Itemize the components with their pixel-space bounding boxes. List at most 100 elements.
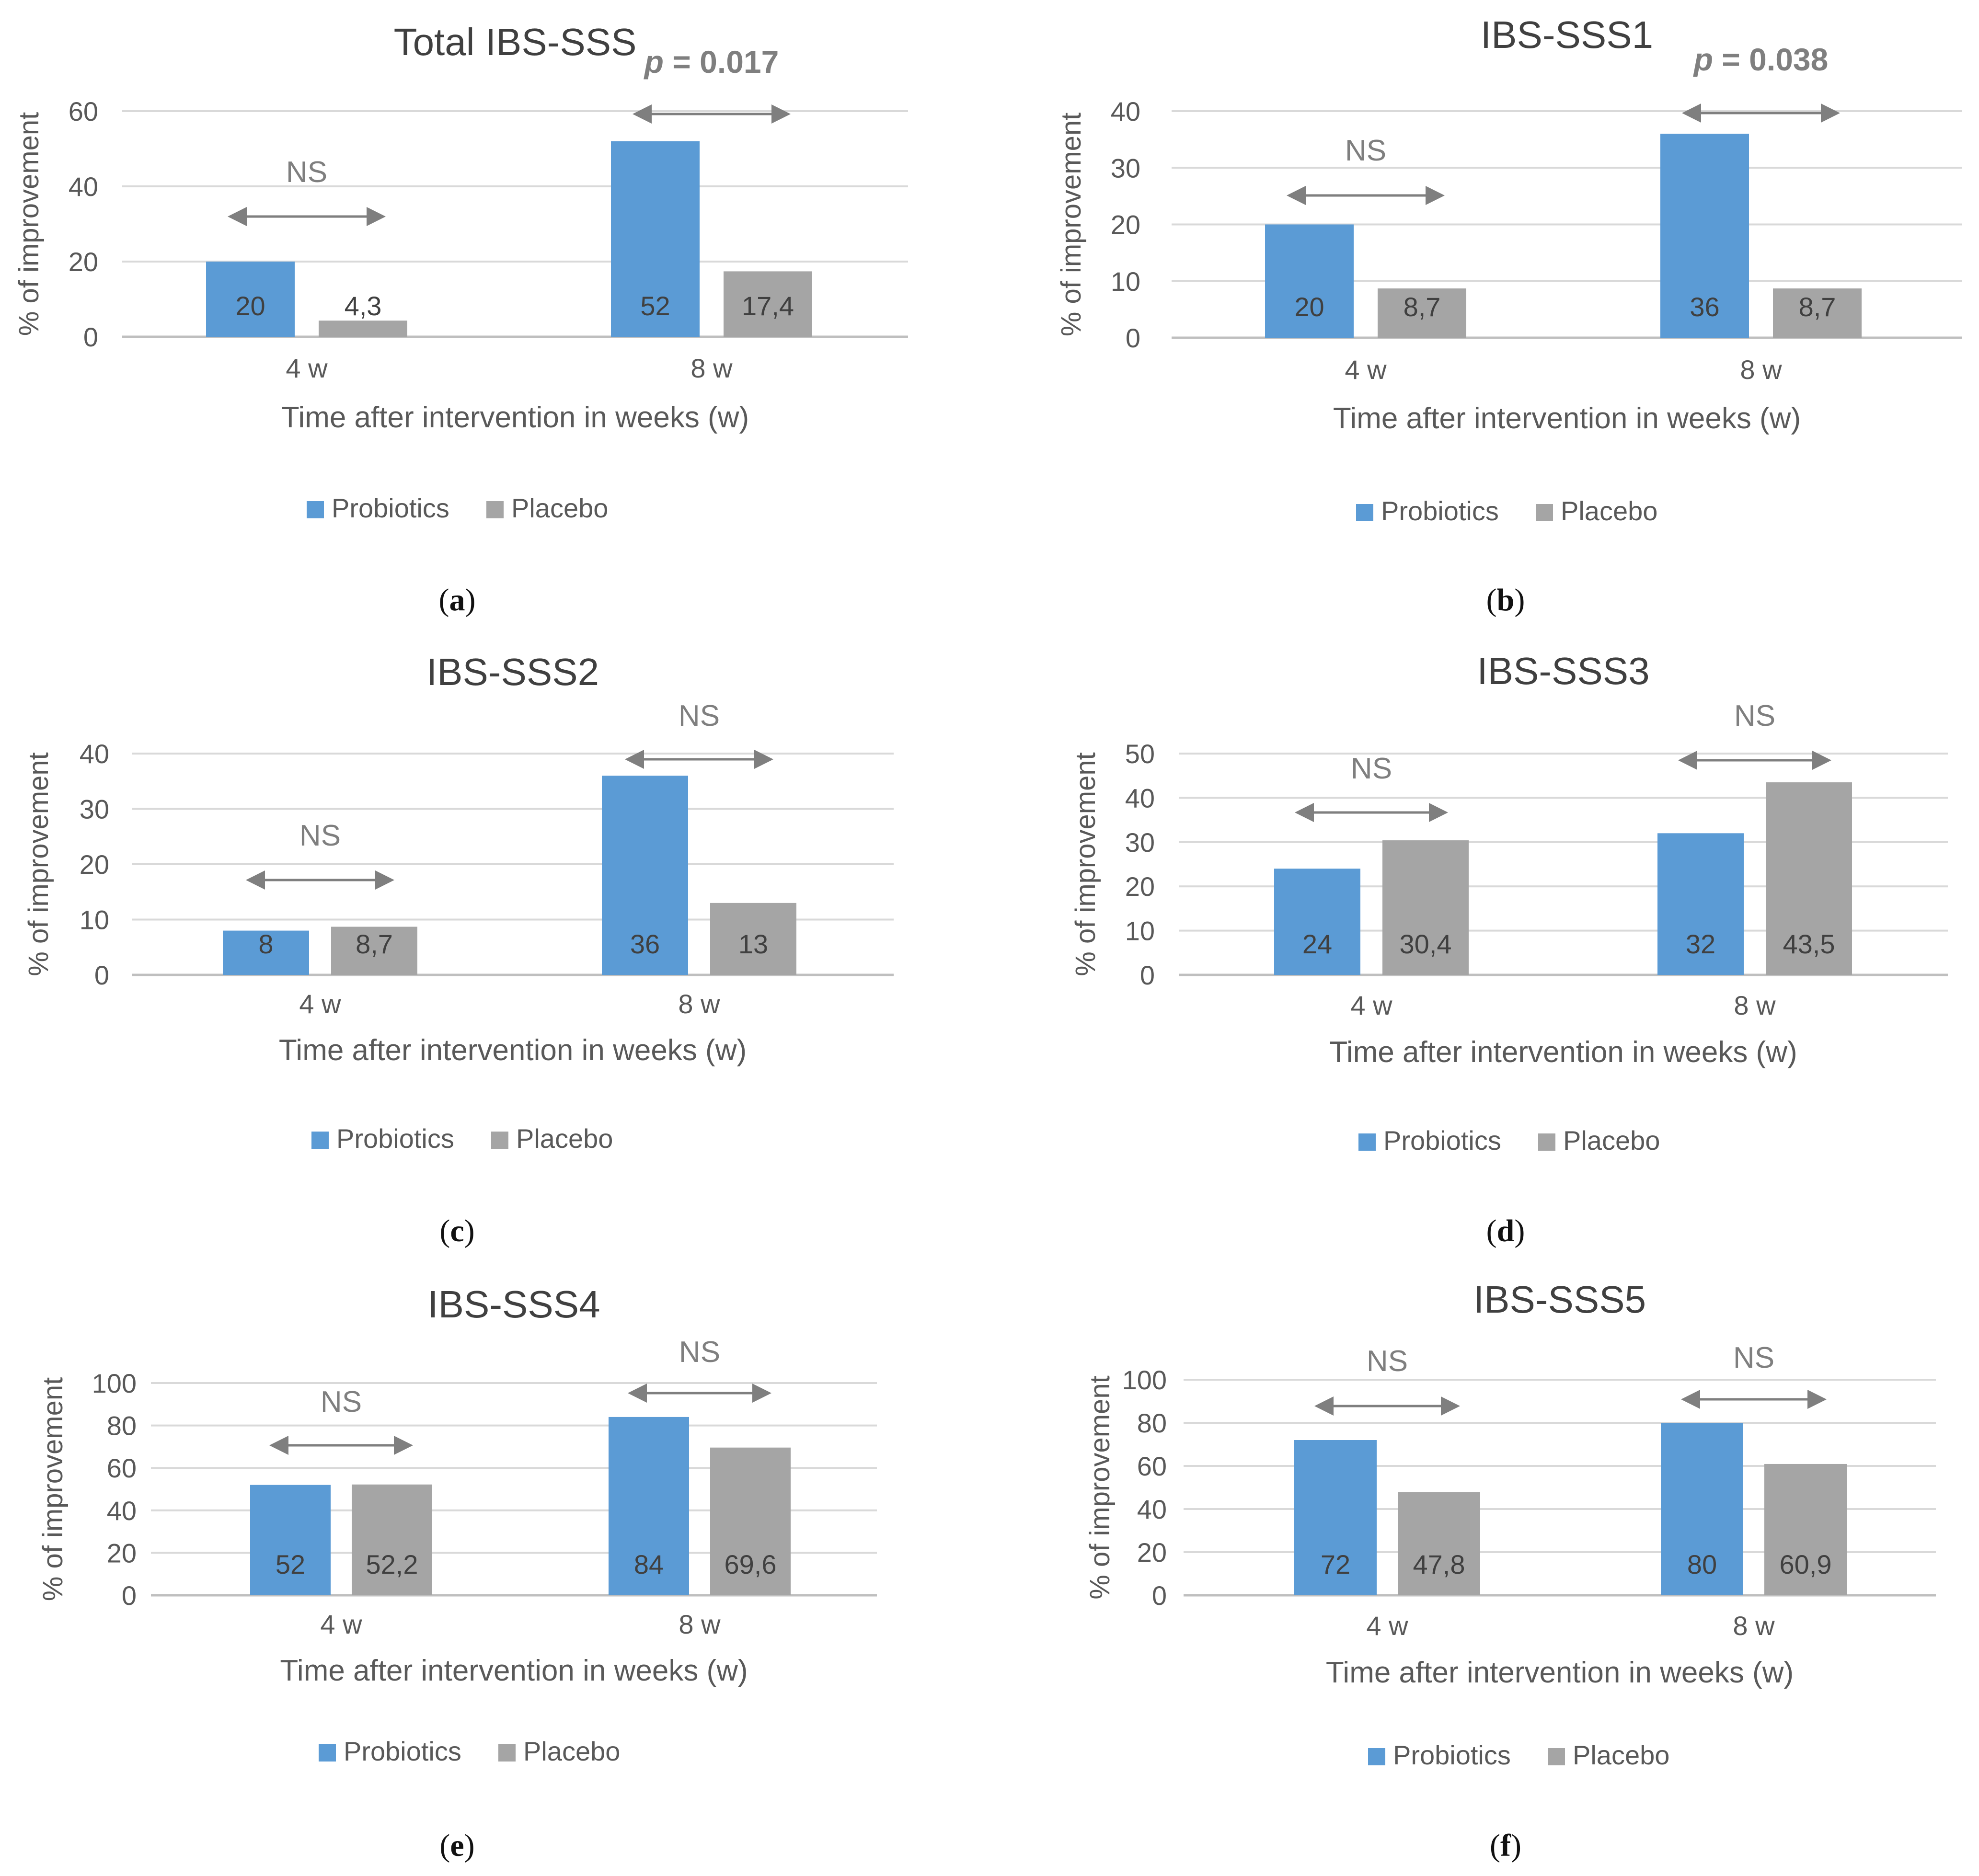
bar-probiotics (1657, 833, 1744, 975)
y-axis-label: % of improvement (1056, 113, 1087, 336)
legend-label-probiotics: Probiotics (332, 493, 449, 523)
arrow-head-right (1441, 1396, 1460, 1416)
y-axis-label: % of improvement (37, 1377, 69, 1601)
panel-label-d: (d) (1486, 1213, 1525, 1248)
arrow-head-left (228, 207, 247, 226)
bar-placebo (1773, 288, 1862, 338)
chart-title: IBS-SSS2 (426, 651, 599, 693)
legend-swatch-probiotics (319, 1744, 336, 1762)
x-axis-label: Time after intervention in weeks (w) (280, 1654, 748, 1687)
data-label: 8,7 (1799, 292, 1836, 322)
arrow-head-left (633, 104, 652, 124)
legend-swatch-probiotics (1358, 1133, 1376, 1151)
y-tick-label: 40 (107, 1496, 137, 1526)
bar-probiotics (250, 1485, 331, 1595)
bar-probiotics (206, 262, 295, 337)
arrow-head-left (1295, 803, 1314, 822)
y-tick-label: 100 (92, 1368, 137, 1398)
significance-label: NS (1351, 752, 1392, 785)
bar-placebo (1398, 1492, 1480, 1595)
legend-label-probiotics: Probiotics (336, 1123, 454, 1154)
y-tick-label: 0 (94, 960, 109, 990)
y-axis-label: % of improvement (13, 112, 45, 336)
y-tick-label: 40 (1125, 783, 1155, 813)
y-tick-label: 40 (1137, 1494, 1167, 1524)
significance-label: p = 0.017 (644, 44, 779, 80)
legend-label-probiotics: Probiotics (1383, 1125, 1501, 1155)
data-label: 17,4 (742, 291, 794, 321)
comparison-arrow (1314, 1396, 1460, 1416)
significance-label: NS (1345, 134, 1386, 167)
y-tick-label: 10 (80, 905, 109, 935)
arrow-head-left (628, 1384, 647, 1403)
x-axis-label: Time after intervention in weeks (w) (279, 1034, 747, 1067)
comparison-arrow (628, 1384, 771, 1403)
significance-label: NS (1367, 1345, 1408, 1378)
arrow-head-right (1807, 1390, 1827, 1409)
bar-probiotics (1661, 1423, 1743, 1595)
y-tick-label: 20 (1111, 210, 1140, 240)
y-tick-label: 60 (1137, 1451, 1167, 1481)
x-axis-label: Time after intervention in weeks (w) (281, 401, 749, 434)
significance-label: NS (321, 1385, 362, 1418)
x-tick-label: 8 w (679, 1609, 721, 1639)
bar-placebo (1764, 1464, 1847, 1595)
y-tick-label: 80 (1137, 1408, 1167, 1438)
legend-swatch-placebo (491, 1132, 508, 1149)
comparison-arrow (1287, 186, 1445, 205)
significance-value: = 0.038 (1713, 42, 1828, 77)
bar-placebo (710, 903, 796, 975)
panel-label-b: (b) (1486, 583, 1525, 618)
legend-swatch-placebo (1538, 1133, 1555, 1151)
y-tick-label: 20 (1137, 1537, 1167, 1567)
arrow-head-right (754, 750, 773, 769)
significance-label: NS (679, 1336, 720, 1369)
legend-swatch-probiotics (307, 501, 324, 518)
bar-placebo (1382, 840, 1469, 975)
legend: Probiotics Placebo (319, 1736, 620, 1766)
chart-1: Total IBS-SSS 0 20 40 60 % of improvement 20 4,… (13, 21, 908, 523)
arrow-head-right (394, 1436, 413, 1455)
y-tick-label: 40 (1111, 96, 1140, 126)
data-label: 36 (1690, 292, 1719, 322)
legend: Probiotics Placebo (311, 1123, 613, 1154)
legend-label-placebo: Placebo (516, 1123, 613, 1154)
y-tick-label: 0 (83, 322, 98, 352)
y-tick-label: 40 (80, 739, 109, 769)
arrow-head-right (1426, 186, 1445, 205)
data-label: 80 (1687, 1549, 1717, 1579)
significance-label: NS (679, 699, 720, 732)
comparison-arrow (228, 207, 386, 226)
y-tick-label: 100 (1122, 1365, 1167, 1395)
chart-title: IBS-SSS5 (1473, 1278, 1646, 1321)
data-label: 8,7 (1404, 292, 1441, 322)
x-tick-label: 4 w (320, 1609, 362, 1639)
legend: Probiotics Placebo (307, 493, 608, 523)
data-label: 36 (630, 929, 660, 959)
arrow-head-left (625, 750, 644, 769)
legend-label-placebo: Placebo (523, 1736, 620, 1766)
y-tick-label: 30 (1125, 827, 1155, 858)
arrow-head-left (269, 1436, 288, 1455)
data-label: 84 (634, 1549, 664, 1579)
y-tick-label: 0 (1126, 323, 1140, 353)
bar-placebo (331, 927, 417, 975)
arrow-head-left (1678, 751, 1697, 770)
comparison-arrow (1295, 803, 1448, 822)
chart-title: IBS-SSS1 (1481, 13, 1653, 56)
comparison-arrow (1678, 751, 1831, 770)
arrow-head-left (1287, 186, 1306, 205)
legend-swatch-placebo (1536, 504, 1553, 521)
data-label: 43,5 (1783, 929, 1835, 959)
y-tick-label: 30 (1111, 153, 1140, 183)
data-label: 60,9 (1780, 1549, 1832, 1579)
x-tick-label: 8 w (690, 353, 733, 383)
comparison-arrow (633, 104, 791, 124)
x-tick-label: 8 w (678, 989, 720, 1019)
data-label: 20 (235, 291, 265, 321)
significance-label: p = 0.038 (1693, 42, 1829, 77)
data-label: 47,8 (1413, 1549, 1465, 1579)
y-tick-label: 20 (107, 1538, 137, 1568)
y-tick-label: 60 (107, 1453, 137, 1483)
